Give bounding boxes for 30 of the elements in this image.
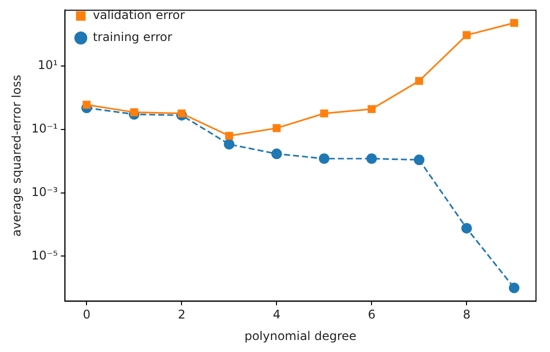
point [272,124,281,132]
x-tick-label: 6 [368,308,376,322]
point [368,105,376,114]
x-tick-label: 2 [178,308,186,322]
point [130,108,138,116]
y-tick-label: 10⁻¹ [31,122,58,136]
point [366,153,377,164]
x-tick-label: 0 [82,308,90,322]
point [82,100,91,109]
point [225,132,234,140]
y-axis-title: average squared-error loss [9,74,24,237]
x-axis-title: polynomial degree [244,328,356,343]
point [508,282,520,294]
legend-label: training error [92,30,172,44]
y-tick-label: 10⁻³ [31,184,58,199]
point [318,153,330,164]
legend-label: validation error [92,8,185,22]
point [178,109,186,118]
point [224,138,234,150]
x-tick-label: 8 [462,308,470,322]
point [271,148,282,160]
x-tick-label: 4 [272,308,280,322]
y-tick-label: 10⁻⁵ [31,248,58,262]
point [510,18,518,27]
point [320,109,328,118]
y-tick-label: 10¹ [38,58,58,72]
point [461,222,472,234]
point [415,76,424,85]
point [462,31,471,40]
point [414,154,424,166]
